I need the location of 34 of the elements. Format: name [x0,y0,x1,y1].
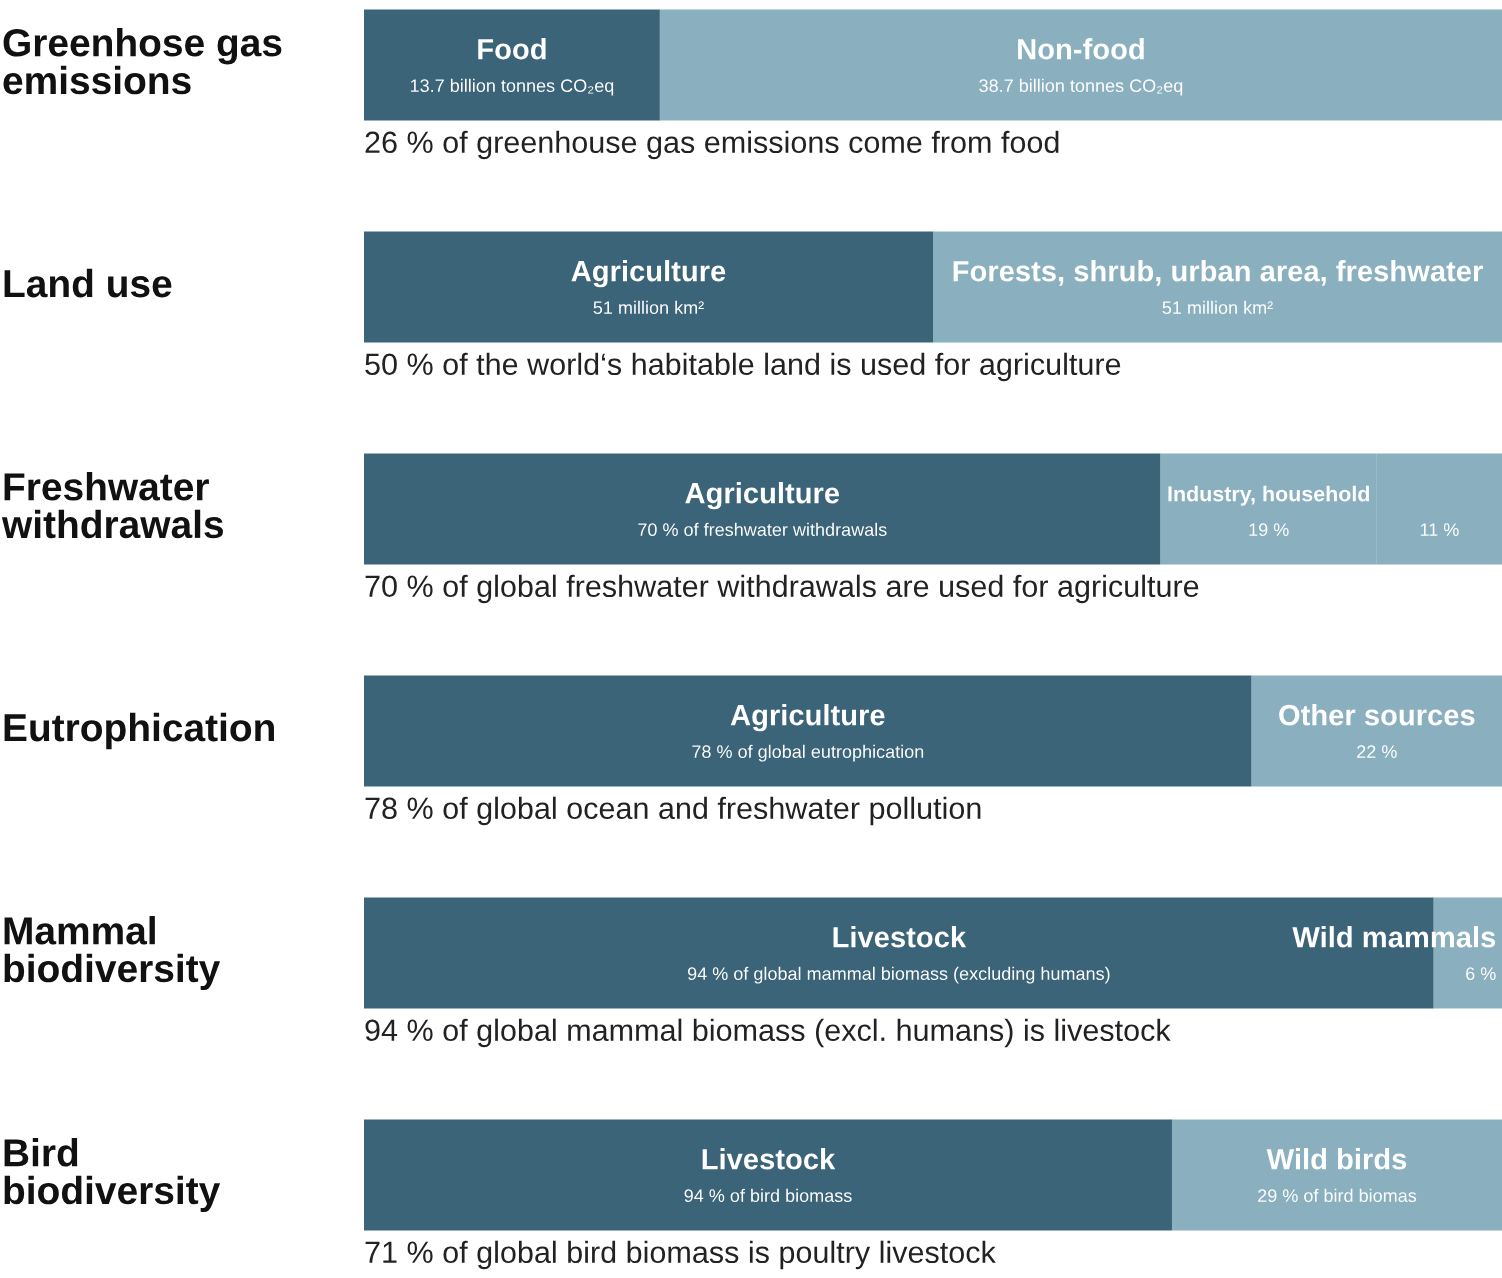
bar [364,1119,1172,1231]
bar [659,9,1502,121]
bar [364,231,933,343]
data-label: Other sources 22 % [1279,704,1475,758]
data-label: Wild mammals 6 % [1292,926,1496,981]
data-label: Agriculture 78 % of global eutrophication [692,704,924,762]
data-label: Agriculture 70 % of freshwater withdrawals [638,482,887,537]
bar [364,453,1161,565]
y-tick-label: Greenhose gas emissions [3,27,282,95]
data-label: Food 13.7 billion tonnes CO₂eq [410,38,614,96]
annotation: 50 % of the world‘s habitable land is used for agriculture [365,352,1121,382]
bar [364,9,660,121]
data-label: Industry, household 19 % [1168,485,1369,537]
data-label: Livestock 94 % of global mammal biomass (excluding humans) [687,926,1110,984]
y-tick-label: Land use [4,268,172,298]
data-label: Livestock 94 % of bird biomass [684,1148,852,1203]
data-label: Wild birds 29 % of bird biomas [1258,1148,1417,1203]
y-tick-label: Freshwater withdrawals [1,472,223,539]
y-tick-label: Bird biodiversity [4,1138,221,1212]
annotation: 78 % of global ocean and freshwater pollution [365,796,981,826]
bar [1251,675,1502,787]
bar [933,231,1502,343]
y-tick-label: Eutrophication [4,712,274,750]
annotation: 71 % of global bird biomass is poultry livestock [365,1240,996,1270]
data-label: 11 % [1420,523,1459,536]
bar [364,675,1252,787]
bar [1171,1119,1502,1231]
annotation: 94 % of global mammal biomass (excl. humans) is livestock [365,1018,1171,1048]
data-label: Forests, shrub, urban area, freshwater 51 million km² [953,260,1483,315]
annotation: 26 % of greenhouse gas emissions come from food [365,130,1059,160]
y-tick-label: Mammal biodiversity [4,916,221,990]
data-label: Agriculture 51 million km² [571,260,726,315]
annotation: 70 % of global freshwater withdrawals are used for agriculture [365,574,1199,604]
data-label: Non-food 38.7 billion tonnes CO₂eq [979,38,1183,96]
